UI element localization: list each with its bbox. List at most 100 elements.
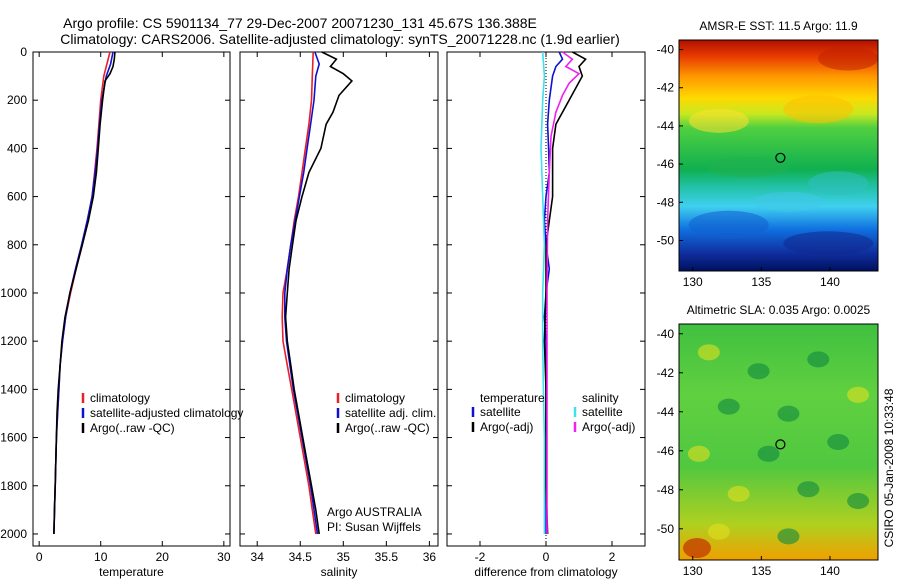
sst-map-frame xyxy=(678,39,879,272)
sla-map-title: Altimetric SLA: 0.035 Argo: 0.0025 xyxy=(687,303,871,317)
sst-texture xyxy=(818,46,879,71)
sla-texture xyxy=(847,386,870,403)
depth-tick-label: 1800 xyxy=(0,479,27,493)
sst-map-xtick-label: 135 xyxy=(751,275,771,289)
temperature-profile-series-argo xyxy=(53,51,116,535)
legend-header-salinity: salinity xyxy=(582,391,619,405)
sla-map-xtick-label: 140 xyxy=(820,564,840,578)
depth-tick-label: 1200 xyxy=(0,334,27,348)
sla-texture xyxy=(827,434,850,450)
sla-map-xtick-label: 130 xyxy=(683,564,703,578)
sla-texture xyxy=(697,344,720,361)
salinity-profile-xtick-label: 36 xyxy=(423,550,437,564)
sla-texture xyxy=(687,445,710,462)
figure-title-line-1: Argo profile: CS 5901134_77 29-Dec-2007 … xyxy=(63,15,537,31)
salinity-profile-series-climatology xyxy=(281,51,317,535)
sla-texture xyxy=(717,398,740,415)
salinity-profile-xtick-label: 35 xyxy=(337,550,351,564)
temperature-profile-xtick-label: 0 xyxy=(36,550,43,564)
sla-map-ytick-label: -40 xyxy=(657,327,675,341)
profile-plots: 0 10 20 30020040060080010001200140016001800… xyxy=(0,45,646,579)
depth-tick-label: 1600 xyxy=(0,431,27,445)
legend-entry: Argo(..raw -QC) xyxy=(90,421,175,435)
sla-texture xyxy=(757,445,780,462)
sla-texture xyxy=(747,363,770,380)
sst-map-title: AMSR-E SST: 11.5 Argo: 11.9 xyxy=(699,19,858,33)
sla-texture xyxy=(807,351,830,368)
sla-map-ytick-label: -44 xyxy=(657,405,675,419)
sla-texture xyxy=(797,481,820,498)
sla-texture xyxy=(777,405,800,422)
argo-float-location-marker xyxy=(775,152,786,163)
legend-entry: satellite xyxy=(480,405,521,419)
figure-title-line-2: Climatology: CARS2006. Satellite-adjuste… xyxy=(60,31,620,47)
difference-profile-xtick-label: 0 xyxy=(543,550,550,564)
annotation-program: Argo AUSTRALIA xyxy=(327,505,422,519)
sst-texture xyxy=(753,191,824,212)
sla-map-ytick-label: -48 xyxy=(657,483,675,497)
difference-legend: temperature salinitysatelliteArgo(-adj)sa… xyxy=(471,391,635,434)
salinity-profile-xtick-label: 34 xyxy=(251,550,265,564)
depth-tick-label: 600 xyxy=(7,190,27,204)
salinity-profile-xlabel: salinity xyxy=(321,565,358,579)
sla-texture xyxy=(707,523,730,540)
sla-texture xyxy=(727,485,750,502)
legend-entry: satellite xyxy=(582,405,623,419)
depth-tick-label: 0 xyxy=(20,45,27,59)
temperature-profile-frame xyxy=(32,51,231,547)
map-panels: AMSR-E SST: 11.5 Argo: 11.9 130 135 140 -40 -… xyxy=(657,19,879,578)
sla-map-ytick-label: -50 xyxy=(657,522,675,536)
temperature-profile-xtick-label: 30 xyxy=(217,550,231,564)
difference-profile-xtick-label: 2 xyxy=(609,550,616,564)
sst-map-ytick-label: -46 xyxy=(657,157,675,171)
salinity-profile-xtick-label: 35.5 xyxy=(375,550,399,564)
depth-tick-label: 400 xyxy=(7,141,27,155)
difference-profile-series-salinity_satellite xyxy=(540,51,546,534)
sla-texture xyxy=(777,528,800,545)
depth-tick-label: 1000 xyxy=(0,286,27,300)
legend-entry: Argo(-adj) xyxy=(582,420,635,434)
legend-entry: satellite-adjusted climatology xyxy=(90,406,243,420)
legend-entry: Argo(..raw -QC) xyxy=(345,421,430,435)
depth-tick-label: 2000 xyxy=(0,527,27,541)
legend-entry: climatology xyxy=(345,391,405,405)
annotation-pi: PI: Susan Wijffels xyxy=(327,520,421,534)
sst-map-ytick-label: -42 xyxy=(657,81,675,95)
sla-texture xyxy=(683,538,711,558)
difference-profile-series-salinity_argo xyxy=(546,51,581,534)
sla-map-frame xyxy=(678,323,879,561)
sst-texture xyxy=(808,171,869,196)
sst-map-xtick-label: 140 xyxy=(820,275,840,289)
depth-tick-label: 200 xyxy=(7,93,27,107)
difference-profile-xtick-label: -2 xyxy=(475,550,486,564)
sla-map-ytick-label: -46 xyxy=(657,444,675,458)
sst-map-ytick-label: -40 xyxy=(657,43,675,57)
salinity-profile-series-argo xyxy=(284,51,354,535)
depth-tick-label: 1400 xyxy=(0,382,27,396)
sst-texture xyxy=(783,231,874,256)
sla-map-ytick-label: -42 xyxy=(657,366,675,380)
sst-texture xyxy=(708,157,789,178)
difference-profile-xlabel: difference from climatology xyxy=(474,565,617,579)
legend-header-temperature: temperature xyxy=(480,391,545,405)
sla-texture xyxy=(847,493,870,509)
salinity-profile-frame xyxy=(239,51,439,547)
depth-tick-label: 800 xyxy=(7,238,27,252)
temperature-profile-xtick-label: 10 xyxy=(94,550,108,564)
temperature-profile-xtick-label: 20 xyxy=(156,550,170,564)
sst-map-ytick-label: -48 xyxy=(657,195,675,209)
side-timestamp-label: CSIRO 05-Jan-2008 10:33:48 xyxy=(882,388,896,547)
sst-texture xyxy=(688,210,769,239)
sst-map-ytick-label: -50 xyxy=(657,233,675,247)
salinity-profile-panel: 34 34.5 35 35.5 36 salinity xyxy=(239,51,439,579)
legend-entry: Argo(-adj) xyxy=(480,420,533,434)
sst-map-ytick-label: -44 xyxy=(657,119,675,133)
sst-map-panel: AMSR-E SST: 11.5 Argo: 11.9 130 135 140 -40 -… xyxy=(657,19,879,289)
sla-map-panel: Altimetric SLA: 0.035 Argo: 0.0025 130 135… xyxy=(657,303,879,578)
argo-float-location-marker xyxy=(775,439,786,450)
temperature-profile-xlabel: temperature xyxy=(99,565,164,579)
sst-map-xtick-label: 130 xyxy=(683,275,703,289)
